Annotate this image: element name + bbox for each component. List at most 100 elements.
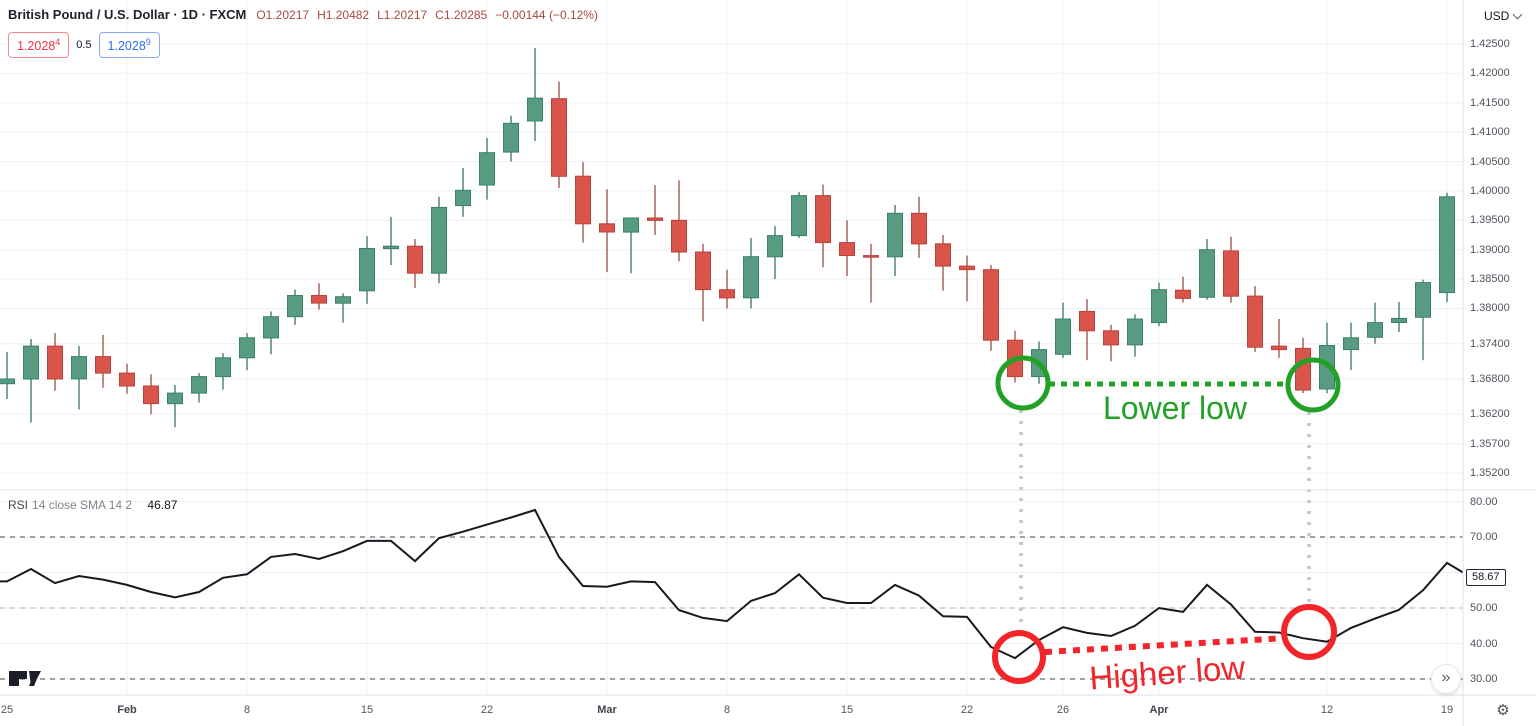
candle-body (1199, 249, 1215, 298)
rsi-params: 14 close SMA 14 2 (32, 498, 133, 512)
higher-low-label[interactable]: Higher low (1088, 649, 1246, 697)
rsi-line (0, 508, 1463, 660)
time-tick-label: 15 (840, 704, 854, 716)
buy-button[interactable]: 1.20289 (98, 32, 160, 59)
candle-body (1151, 289, 1167, 324)
candle-body (239, 337, 255, 359)
axis-settings-gear-icon[interactable]: ⚙ (1496, 702, 1510, 719)
tradingview-logo-mark (9, 671, 41, 686)
rsi-name: RSI (8, 498, 29, 512)
price-tick-label: 1.36200 (1470, 408, 1510, 421)
candle-body (671, 219, 687, 253)
price-tick-label: 1.36800 (1470, 372, 1510, 385)
time-tick-label: Mar (597, 704, 617, 716)
low-value: L1.20217 (377, 8, 428, 22)
price-tick-label: 1.40500 (1470, 155, 1510, 168)
candle-body (455, 189, 471, 207)
candle-body (887, 212, 903, 258)
candle-body (119, 372, 135, 387)
price-tick-label: 1.39500 (1470, 214, 1510, 227)
candle-body (1103, 330, 1119, 346)
sell-button[interactable]: 1.20284 (8, 32, 70, 59)
candle-body (959, 265, 975, 271)
rsi-plot (0, 508, 1463, 660)
candle-body (647, 217, 663, 221)
candle-body (1415, 282, 1431, 318)
price-scale-currency-button[interactable]: USD (1484, 9, 1523, 23)
candle-body (71, 356, 87, 380)
currency-label: USD (1484, 9, 1510, 23)
candle-body (599, 223, 615, 233)
high-value: H1.20482 (317, 8, 370, 22)
candle-body (1271, 345, 1287, 351)
rsi-tick-label: 30.00 (1470, 673, 1498, 685)
candle-body (1223, 250, 1239, 297)
candle-body (1055, 318, 1071, 355)
time-tick-label: 26 (1056, 704, 1070, 716)
candle-body (575, 175, 591, 225)
time-tick-label: 19 (1440, 704, 1454, 716)
candle-body (623, 217, 639, 233)
candle-body (1391, 317, 1407, 323)
candle-body (1295, 347, 1311, 391)
price-tick-label: 1.42000 (1470, 67, 1510, 80)
time-tick-label: 12 (1320, 704, 1334, 716)
spread-value: 0.5 (76, 39, 92, 52)
candle-body (935, 243, 951, 267)
candle-body (95, 356, 111, 374)
scroll-to-realtime-button[interactable]: » (1432, 665, 1460, 693)
candle-body (527, 97, 543, 122)
time-tick-label: 8 (243, 704, 251, 716)
rsi-indicator-legend[interactable]: RSI 14 close SMA 14 2 46.87 (8, 498, 177, 512)
candle-body (839, 242, 855, 257)
annotations: Lower low Higher low (992, 355, 1341, 697)
rsi-tick-label: 50.00 (1470, 602, 1498, 614)
candle-body (1343, 337, 1359, 351)
higher-low-circle-1[interactable] (992, 630, 1046, 684)
rsi-tick-label: 70.00 (1470, 531, 1498, 543)
lower-low-circle-1[interactable] (995, 355, 1051, 411)
grid-lines (0, 0, 1463, 695)
symbol-legend: British Pound / U.S. Dollar · 1D · FXCM … (8, 7, 598, 22)
higher-low-circle-2[interactable] (1281, 604, 1337, 660)
candle-body (719, 289, 735, 299)
time-tick-label: 22 (960, 704, 974, 716)
time-tick-label: 15 (360, 704, 374, 716)
candle-body (1367, 322, 1383, 338)
candle-body (863, 255, 879, 258)
candle-body (551, 98, 567, 177)
candle-body (263, 316, 279, 339)
candle-body (287, 295, 303, 318)
lower-low-circle-2[interactable] (1285, 357, 1341, 413)
candle-body (767, 235, 783, 258)
rsi-level-lines (0, 536, 1463, 680)
lower-low-label[interactable]: Lower low (1103, 390, 1248, 426)
rsi-tick-label: 80.00 (1470, 495, 1498, 508)
candle-body (23, 345, 39, 380)
price-tick-label: 1.42500 (1470, 38, 1510, 50)
candle-body (407, 245, 423, 274)
candle-body (911, 212, 927, 245)
candle-body (383, 245, 399, 250)
tradingview-logo[interactable] (8, 664, 42, 691)
bid-price-fraction: 4 (55, 37, 61, 47)
bid-ask-panel: 1.20284 0.5 1.20289 (8, 32, 160, 59)
candle-body (191, 376, 207, 394)
candle-body (143, 385, 159, 405)
candle-body (215, 357, 231, 378)
symbol-title[interactable]: British Pound / U.S. Dollar · 1D · FXCM (8, 7, 247, 22)
candle-body (1079, 310, 1095, 332)
rsi-legend-value: 46.87 (147, 498, 178, 512)
higher-low-dotted-line[interactable] (1044, 635, 1288, 655)
price-tick-label: 1.39000 (1470, 243, 1510, 256)
price-tick-label: 1.41000 (1470, 126, 1510, 139)
chevron-down-icon (1512, 9, 1523, 20)
candle-body (431, 206, 447, 274)
candle-body (1175, 289, 1191, 299)
candle-body (695, 251, 711, 291)
change-value: −0.00144 (−0.12%) (495, 8, 598, 22)
rsi-last-value-badge: 58.67 (1466, 569, 1506, 586)
